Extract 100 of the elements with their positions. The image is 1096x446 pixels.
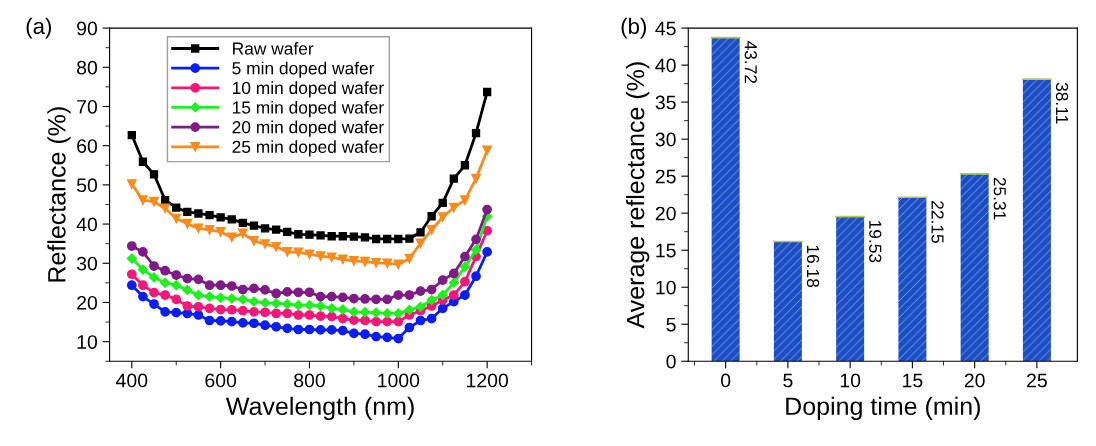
point [226,316,237,327]
point [160,290,170,300]
point [149,287,159,298]
y-tick-label: 20 [655,206,676,221]
point [304,300,315,311]
point [204,225,215,235]
point [226,281,237,291]
point [171,294,182,305]
point [393,308,404,319]
point [349,328,359,339]
point [215,280,226,291]
x-tick-label: 800 [294,373,325,388]
point [260,239,270,249]
point [404,304,415,316]
point [426,313,437,324]
point [126,269,137,280]
point [149,170,159,179]
x-tick-label: 0 [720,373,731,388]
point [182,218,193,229]
point [326,303,337,314]
point [172,203,181,212]
point [271,225,281,234]
point [382,258,393,269]
y-tick-label: 0 [666,354,676,369]
point [460,290,470,300]
point [370,307,382,318]
point [415,301,426,312]
point [215,304,226,315]
point [304,310,315,320]
point [349,256,359,266]
point [382,308,393,319]
point [293,287,304,298]
y-tick-label: 30 [655,132,676,147]
point [448,268,459,279]
point [182,273,193,284]
bar [898,197,927,362]
point [393,259,404,270]
point [337,254,348,265]
point [204,315,215,326]
x-tick-label: 25 [1027,373,1047,388]
x-tick-label: 10 [840,373,861,388]
point [171,213,182,224]
point [127,130,136,140]
y-tick-label: 20 [77,295,98,310]
point [149,261,159,271]
point [427,212,436,221]
y-tick-label: 5 [666,317,676,332]
point [237,305,248,316]
text: (b) [621,17,646,39]
legend-label: 5 min doped wafer [232,61,375,78]
point [137,264,149,275]
point [293,324,304,335]
point [371,234,381,244]
point [482,247,493,257]
point [460,276,470,287]
point [249,318,259,329]
x-tick-label: 5 [783,373,793,388]
point [138,157,148,166]
bar [960,173,989,362]
point [349,315,359,325]
point [160,203,170,214]
x-tick-label: 20 [964,373,985,388]
x-tick-label: 400 [116,373,148,388]
point [471,234,481,245]
point [383,234,392,244]
point [193,310,204,320]
point [138,280,148,291]
point [437,303,448,314]
point [360,315,370,326]
point [304,287,315,298]
point [349,293,359,304]
point [226,293,237,304]
point [282,247,293,257]
y-tick-label: 10 [656,280,676,295]
point [360,294,370,304]
point [149,299,159,309]
point [204,280,215,291]
legend-label: 10 min doped wafer [232,81,384,98]
point [237,317,248,328]
point [426,225,437,235]
legend-label: 20 min doped wafer [232,120,384,137]
point [326,252,337,263]
point [349,232,359,241]
point [160,277,171,288]
point [260,224,270,233]
point [360,233,370,242]
point [315,291,326,302]
point [248,296,260,307]
point [215,316,226,326]
point [471,173,481,184]
data-label: 16.18 [806,245,820,288]
text: (a) [26,17,51,39]
point [227,215,236,224]
point [459,261,471,272]
point [237,228,248,239]
point [260,320,270,331]
x-tick-label: 1000 [378,373,420,388]
data-label: 25.31 [993,177,1006,220]
y-tick-label: 90 [77,21,98,36]
point [337,313,348,324]
